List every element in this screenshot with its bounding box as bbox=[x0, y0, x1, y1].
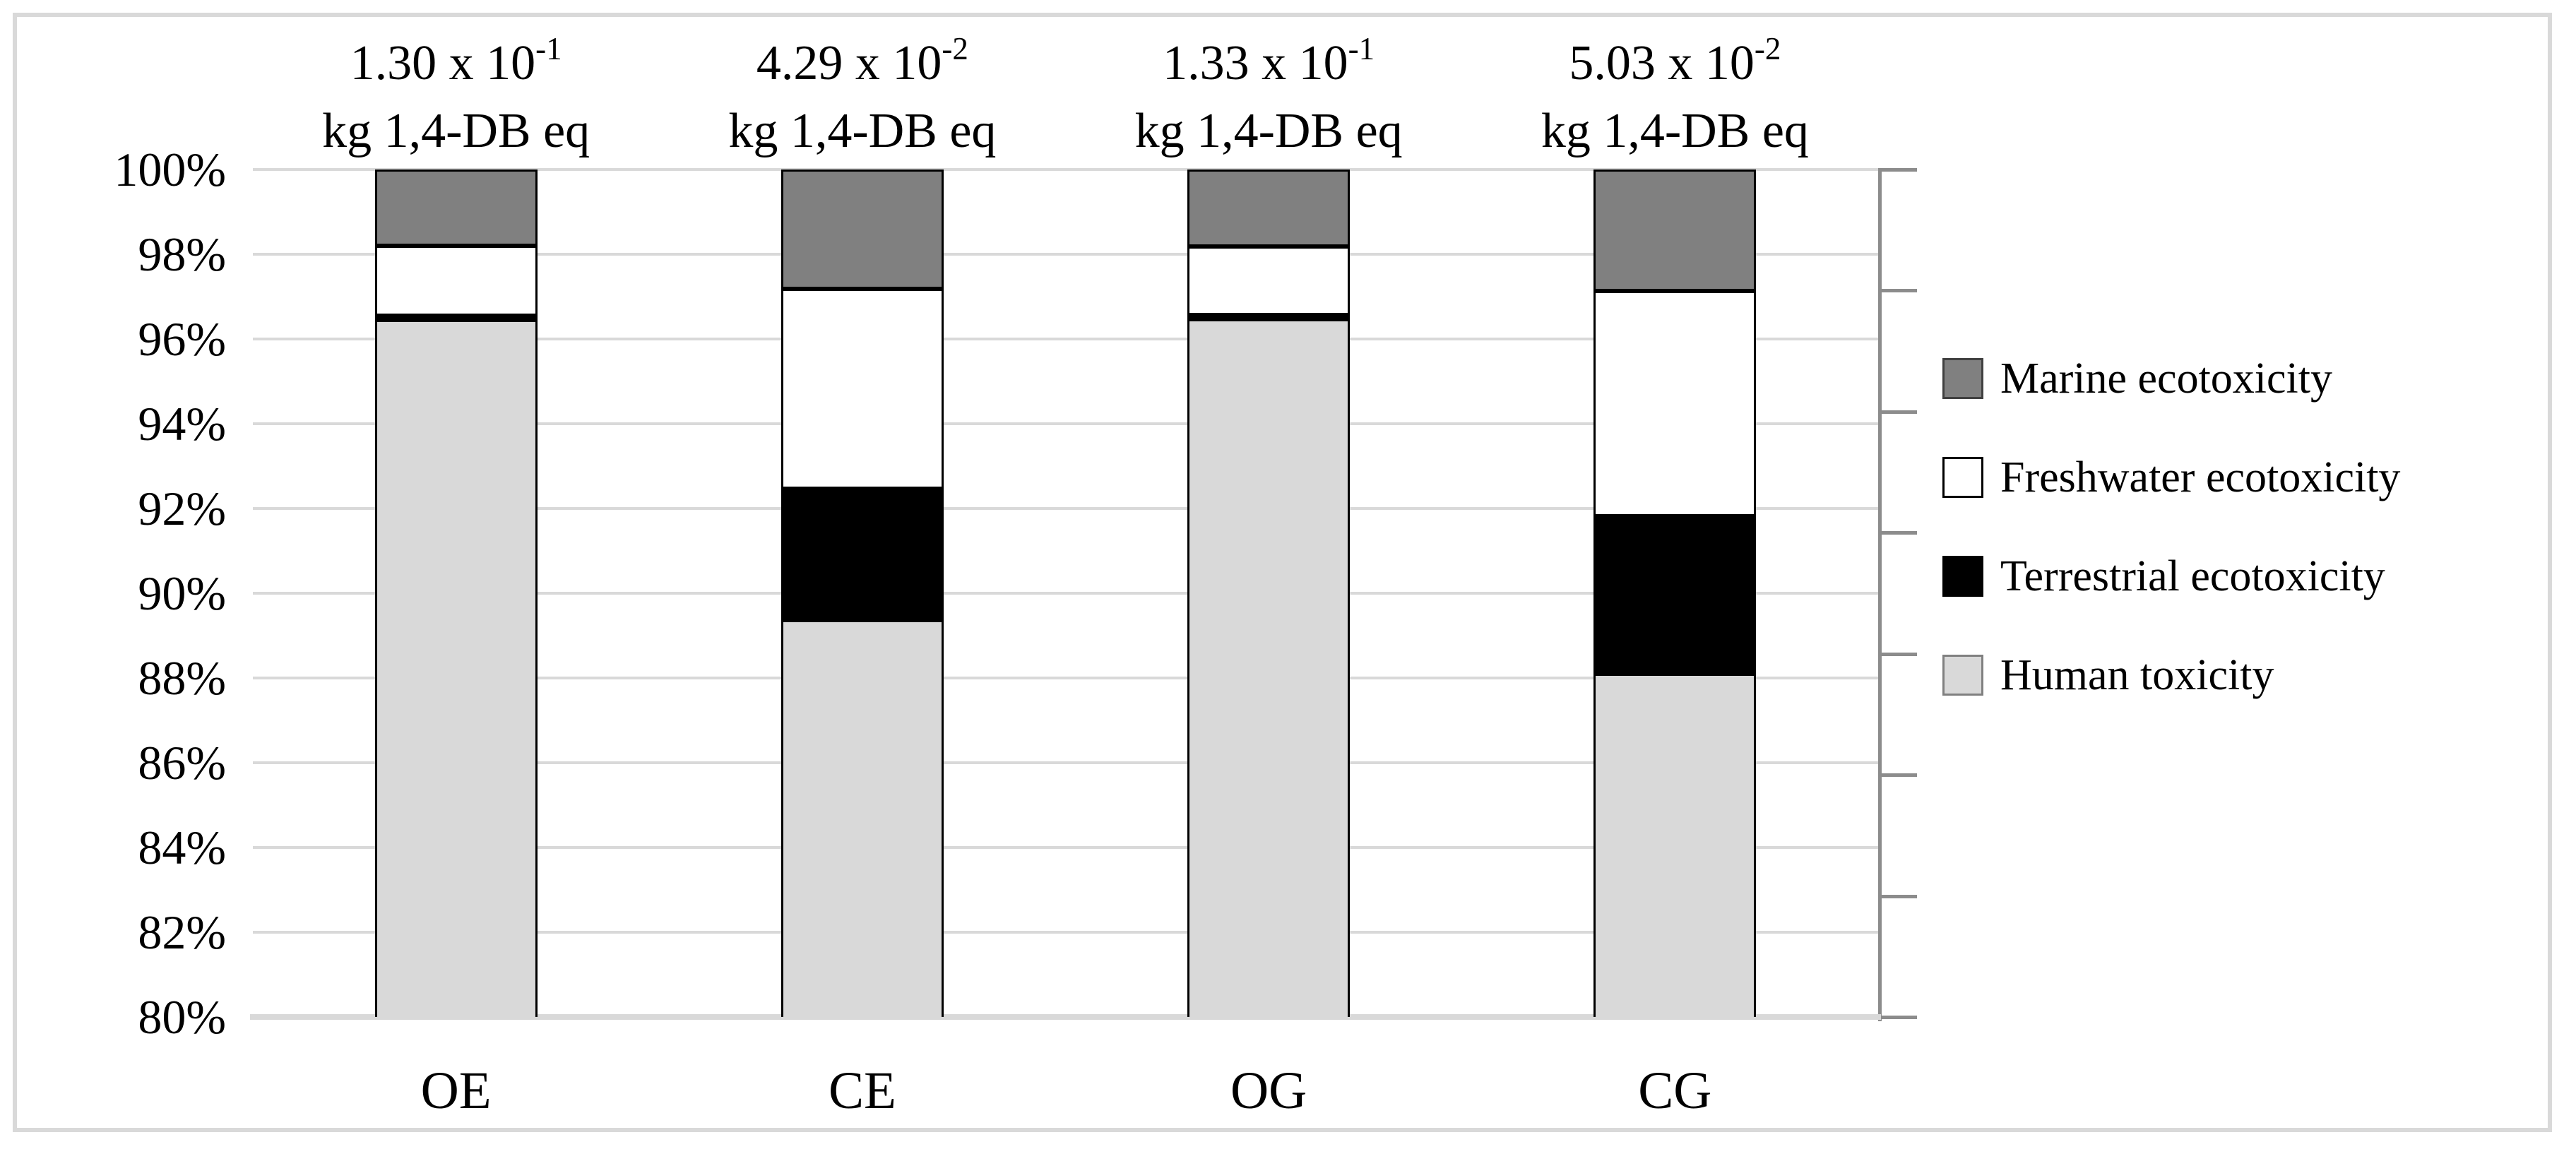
bar-value-annotation: 1.30 x 10-1 bbox=[209, 30, 704, 102]
bar-unit-annotation: kg 1,4-DB eq bbox=[728, 104, 997, 158]
y-axis-tick-label: 92% bbox=[138, 482, 226, 535]
bar-value-annotation: 4.29 x 10-2 bbox=[615, 30, 1110, 102]
secondary-axis-tick bbox=[1878, 289, 1917, 293]
legend-swatch bbox=[1942, 358, 1983, 399]
y-axis-tick-label: 84% bbox=[138, 821, 226, 874]
gridline bbox=[253, 677, 1878, 679]
secondary-axis-tick bbox=[1878, 894, 1917, 898]
bar-unit-annotation: kg 1,4-DB eq bbox=[1134, 104, 1403, 158]
y-axis-tick-label: 80% bbox=[138, 990, 226, 1044]
bar-CE bbox=[780, 169, 944, 1017]
y-axis-tick-label: 88% bbox=[138, 651, 226, 705]
bar-value-annotation: 5.03 x 10-2 bbox=[1428, 30, 1922, 102]
annotation-mantissa: 1.33 bbox=[1163, 36, 1250, 90]
x-axis-baseline bbox=[250, 1014, 1881, 1020]
secondary-axis-tick bbox=[1878, 531, 1917, 535]
annotation-mantissa: 1.30 bbox=[350, 36, 437, 90]
bar-segment-marine-ecotoxicity bbox=[1593, 169, 1757, 291]
legend-label: Human toxicity bbox=[2000, 651, 2274, 699]
legend-item-marine-ecotoxicity: Marine ecotoxicity bbox=[1942, 355, 2332, 402]
y-axis-tick-label: 94% bbox=[138, 397, 226, 451]
bar-segment-terrestrial-ecotoxicity bbox=[780, 488, 944, 621]
annotation-times-ten: x 10 bbox=[437, 36, 536, 90]
gridline bbox=[253, 592, 1878, 595]
y-axis-tick-label: 98% bbox=[138, 227, 226, 281]
bar-segment-freshwater-ecotoxicity bbox=[374, 246, 538, 316]
legend-item-freshwater-ecotoxicity: Freshwater ecotoxicity bbox=[1942, 454, 2400, 501]
bar-value-annotation: 1.33 x 10-1 bbox=[1021, 30, 1516, 102]
annotation-times-ten: x 10 bbox=[1249, 36, 1348, 90]
legend-label: Terrestrial ecotoxicity bbox=[2000, 552, 2385, 600]
legend-label: Freshwater ecotoxicity bbox=[2000, 453, 2401, 501]
legend-swatch bbox=[1942, 655, 1983, 696]
annotation-exponent: -1 bbox=[535, 31, 562, 66]
bar-segment-human-toxicity bbox=[374, 320, 538, 1017]
bar-segment-human-toxicity bbox=[1593, 673, 1757, 1017]
y-axis-tick-label: 82% bbox=[138, 905, 226, 959]
bar-OG bbox=[1187, 169, 1351, 1017]
bar-OE bbox=[374, 169, 538, 1017]
gridline bbox=[253, 931, 1878, 934]
annotation-times-ten: x 10 bbox=[1655, 36, 1755, 90]
y-axis-tick-label: 100% bbox=[114, 143, 226, 196]
annotation-exponent: -2 bbox=[1754, 31, 1781, 66]
bar-segment-marine-ecotoxicity bbox=[1187, 169, 1351, 247]
x-axis-category-label-OE: OE bbox=[420, 1061, 492, 1120]
bar-CG bbox=[1593, 169, 1757, 1017]
legend-swatch bbox=[1942, 457, 1983, 498]
secondary-axis-tick bbox=[1878, 168, 1917, 172]
bar-segment-terrestrial-ecotoxicity bbox=[1187, 315, 1351, 320]
bar-segment-human-toxicity bbox=[780, 620, 944, 1017]
gridline bbox=[253, 338, 1878, 340]
gridline bbox=[253, 507, 1878, 510]
x-axis-category-label-OG: OG bbox=[1230, 1061, 1307, 1120]
legend-label: Marine ecotoxicity bbox=[2000, 355, 2332, 403]
legend-item-terrestrial-ecotoxicity: Terrestrial ecotoxicity bbox=[1942, 553, 2385, 600]
bar-unit-annotation: kg 1,4-DB eq bbox=[322, 104, 590, 158]
bar-unit-annotation: kg 1,4-DB eq bbox=[1541, 104, 1809, 158]
secondary-axis-line bbox=[1878, 169, 1882, 1021]
annotation-exponent: -2 bbox=[942, 31, 968, 66]
gridline bbox=[253, 422, 1878, 425]
bar-segment-marine-ecotoxicity bbox=[374, 169, 538, 246]
gridline bbox=[253, 168, 1878, 171]
bar-segment-freshwater-ecotoxicity bbox=[1187, 246, 1351, 316]
bar-segment-freshwater-ecotoxicity bbox=[780, 289, 944, 489]
x-axis-category-label-CE: CE bbox=[828, 1061, 896, 1120]
bar-segment-terrestrial-ecotoxicity bbox=[374, 316, 538, 320]
annotation-mantissa: 5.03 bbox=[1569, 36, 1656, 90]
gridline bbox=[253, 761, 1878, 764]
bar-segment-marine-ecotoxicity bbox=[780, 169, 944, 290]
secondary-axis-tick bbox=[1878, 652, 1917, 656]
gridline bbox=[253, 846, 1878, 849]
bar-segment-freshwater-ecotoxicity bbox=[1593, 290, 1757, 516]
y-axis-tick-label: 90% bbox=[138, 566, 226, 620]
gridline bbox=[253, 253, 1878, 256]
bar-segment-human-toxicity bbox=[1187, 319, 1351, 1017]
annotation-times-ten: x 10 bbox=[843, 36, 942, 90]
annotation-exponent: -1 bbox=[1348, 31, 1375, 66]
secondary-axis-tick bbox=[1878, 410, 1917, 414]
legend-swatch bbox=[1942, 556, 1983, 597]
annotation-mantissa: 4.29 bbox=[756, 36, 843, 90]
y-axis-tick-label: 96% bbox=[138, 312, 226, 366]
y-axis-tick-label: 86% bbox=[138, 736, 226, 790]
secondary-axis-tick bbox=[1878, 1016, 1917, 1019]
x-axis-category-label-CG: CG bbox=[1638, 1061, 1712, 1120]
bar-segment-terrestrial-ecotoxicity bbox=[1593, 516, 1757, 674]
legend-item-human-toxicity: Human toxicity bbox=[1942, 652, 2274, 698]
secondary-axis-tick bbox=[1878, 773, 1917, 778]
